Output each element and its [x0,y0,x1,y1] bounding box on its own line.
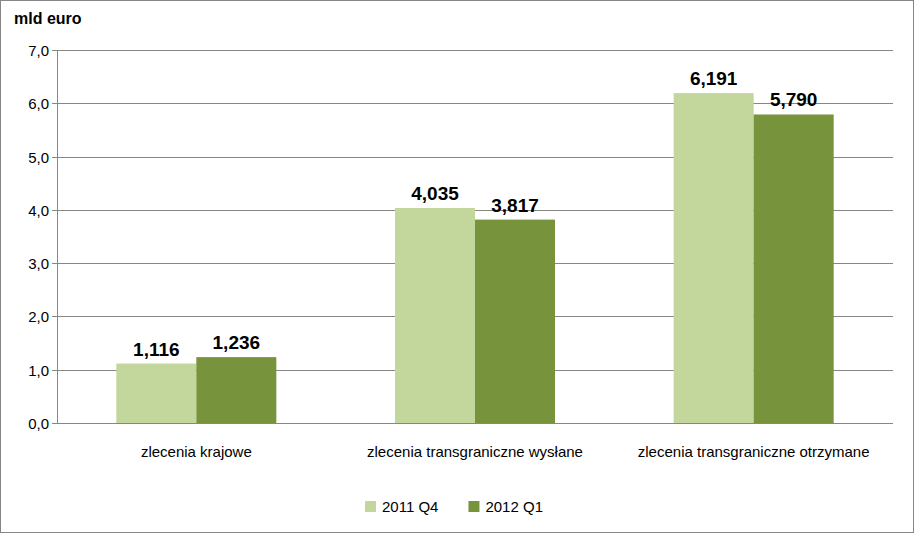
x-tick-label-line: zlecenia transgraniczne wysłane [367,443,583,460]
y-tick-label: 1,0 [28,362,49,379]
y-tick [52,263,57,264]
y-tick [52,157,57,158]
data-label: 5,790 [770,89,818,110]
data-label: 4,035 [411,183,459,204]
y-tick-label: 0,0 [28,415,49,432]
y-tick-label: 5,0 [28,149,49,166]
x-tick-label-line: zlecenia krajowe [141,443,252,460]
grid-line [57,103,893,104]
grid-line [57,423,893,424]
y-axis-title: mld euro [14,10,82,27]
bar [674,93,754,423]
y-axis [57,50,58,423]
x-axis [57,423,893,424]
legend-label: 2012 Q1 [485,498,543,515]
legend-swatch [365,501,376,512]
x-tick-label: zlecenia transgraniczne wysłane [367,443,583,460]
y-tick-label: 7,0 [28,42,49,59]
x-tick-label: zlecenia krajowe [141,443,252,460]
legend: 2011 Q4 2012 Q1 [365,498,543,515]
frame [1,1,914,533]
y-tick-label: 6,0 [28,95,49,112]
chart: mld euro 0,0 1,0 2,0 3,0 4,0 5,0 6,0 7,0 1,116 4,0… [0,0,914,533]
bars [116,93,833,423]
bar [196,357,276,423]
y-tick [52,370,57,371]
data-label: 1,236 [213,332,261,353]
bar [116,364,196,423]
legend-swatch [468,501,479,512]
x-tick-label: zlecenia transgraniczne otrzymane [638,443,870,460]
data-label: 3,817 [491,195,539,216]
grid-line [57,50,893,51]
data-labels: 1,116 4,035 6,191 1,236 3,817 5,790 [133,68,817,359]
legend-label: 2011 Q4 [382,498,438,515]
bar [475,220,555,423]
x-tick-label-line: zlecenia transgraniczne otrzymane [638,443,870,460]
bar [395,208,475,423]
data-label: 6,191 [690,68,738,89]
y-tick-label: 2,0 [28,308,49,325]
data-label: 1,116 [133,339,180,360]
y-tick [52,103,57,104]
y-tick [52,50,57,51]
y-tick-label: 3,0 [28,255,49,272]
y-tick [52,210,57,211]
bar [754,114,834,423]
y-tick [52,423,57,424]
y-tick-label: 4,0 [28,202,49,219]
y-tick [52,316,57,317]
